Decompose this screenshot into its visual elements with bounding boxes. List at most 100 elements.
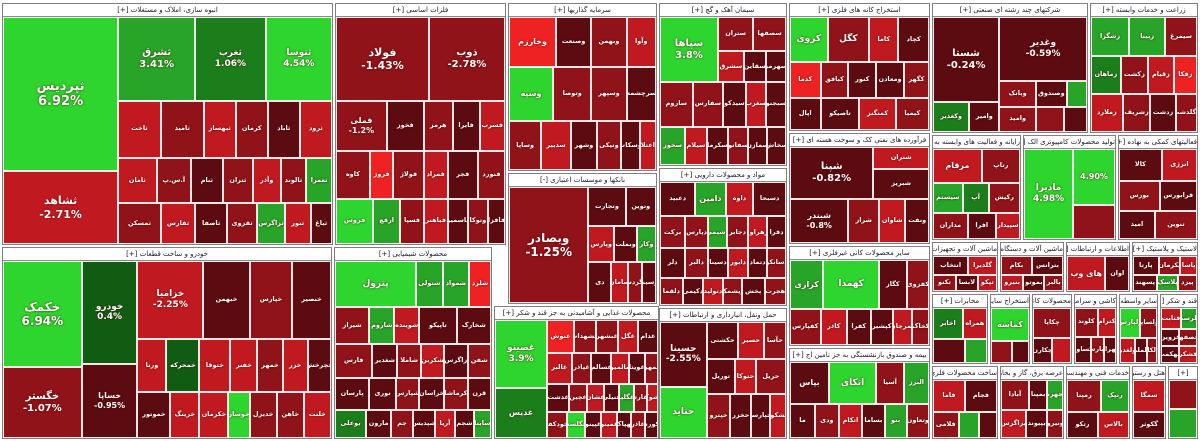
sector-header[interactable]: اطلاعات و ارتباطات [-] [1067,243,1129,256]
stock-tile[interactable] [1011,341,1029,363]
stock-tile[interactable]: کپشیر [870,309,893,345]
sector-header[interactable]: استخراج کانه های فلزی [+] [790,4,929,17]
sector-header[interactable]: خودرو و ساخت قطعات [+] [3,248,331,261]
stock-tile[interactable]: پترول [335,261,417,308]
stock-tile[interactable]: کلوند [1075,308,1098,337]
stock-tile[interactable]: ولکار [1146,338,1157,363]
sector-header[interactable]: سرمایه گذاریها [+] [509,4,656,17]
stock-tile[interactable]: زشگزا [1091,17,1130,57]
sector-header[interactable]: حمل ونقل، انبارداری و ارتباطات [+] [660,309,786,322]
stock-tile[interactable]: ارفع [373,198,401,244]
stock-tile[interactable]: وتعاون [906,403,929,438]
sector-header[interactable]: فرآورده های نفتی کک و سوخت هسته ای [+] [790,134,929,147]
stock-tile[interactable]: کگاز [878,260,907,310]
stock-tile[interactable]: غدیس [495,388,548,438]
stock-tile[interactable]: سقاین [743,50,766,83]
stock-tile[interactable]: کگهر [903,62,929,99]
stock-tile[interactable]: خراسان [419,377,445,410]
stock-tile[interactable]: خپارس [249,261,293,339]
stock-tile[interactable]: تاپیکو [419,307,457,345]
stock-tile[interactable] [1066,81,1087,107]
stock-tile[interactable]: ولغدر [1120,338,1135,363]
stock-tile[interactable]: کگل [827,17,870,63]
stock-tile[interactable]: بنو [884,403,907,438]
stock-tile[interactable]: 4.90% [1073,149,1115,205]
stock-tile[interactable]: خکمک 6.94% [3,261,82,368]
stock-tile[interactable]: دتولید [702,277,723,305]
sector-header[interactable]: سیمان آهک و گچ [+] [660,4,786,17]
stock-tile[interactable]: وتوکا [467,198,489,244]
stock-tile[interactable]: غگل [618,320,638,354]
stock-tile[interactable]: سغرب [745,82,766,127]
stock-tile[interactable]: سشرق [717,50,744,83]
stock-tile[interactable]: انرژی [1161,149,1197,182]
stock-tile[interactable]: غچین [569,383,588,413]
stock-tile[interactable]: ثامان [118,157,157,204]
stock-tile[interactable]: حپارسا [751,393,771,438]
stock-tile[interactable]: ثمسکن [118,203,161,244]
stock-tile[interactable]: رمپنا [1067,380,1102,412]
stock-tile[interactable]: زگلدشت [1175,94,1197,132]
stock-tile[interactable]: خودرو 0.4% [81,261,138,364]
stock-tile[interactable]: ومعادن [876,62,904,99]
stock-tile[interactable]: پکرمان [1158,256,1181,276]
stock-tile[interactable]: تکنو [933,275,957,291]
stock-tile[interactable]: ثزاگرس [257,203,285,244]
stock-tile[interactable]: خچرخش [307,338,331,392]
stock-tile[interactable]: کچاد [898,17,929,63]
stock-tile[interactable]: کهمدا [823,260,879,310]
stock-tile[interactable]: خفنر [230,338,258,392]
stock-tile[interactable]: ونفت [905,198,929,243]
stock-tile[interactable]: کفرا [846,309,871,345]
stock-tile[interactable]: ثنوسا 4.54% [265,17,332,101]
stock-tile[interactable]: ولپارس [1120,308,1141,339]
stock-tile[interactable]: وصنعت [556,17,592,68]
stock-tile[interactable]: البرز [903,362,929,404]
stock-tile[interactable]: ودی [815,403,839,438]
stock-tile[interactable]: ساروم [660,82,693,127]
stock-tile[interactable] [991,341,1012,363]
stock-tile[interactable]: شاملا [397,344,421,378]
sector-header[interactable]: فلزات اساسی [+] [336,4,505,17]
stock-tile[interactable]: ثعمرا [306,157,332,204]
stock-tile[interactable]: حریل [755,359,786,394]
stock-tile[interactable]: ثالوند [280,157,307,204]
stock-tile[interactable]: وسکاب [620,121,640,170]
stock-tile[interactable]: خلنت [303,391,331,438]
stock-tile[interactable]: وسینا [642,262,656,303]
stock-tile[interactable]: فاما [933,380,965,412]
sector-header[interactable]: [+] [1169,367,1197,380]
stock-tile[interactable]: غنوش [547,320,574,354]
stock-tile[interactable]: وکغدیر [933,102,970,132]
stock-tile[interactable]: حتاید [660,386,707,438]
stock-tile[interactable]: خودکفا [547,412,568,438]
stock-tile[interactable]: سیمرغ [1165,17,1197,57]
stock-tile[interactable]: تنوین [1154,211,1197,239]
stock-tile[interactable] [1073,204,1115,239]
stock-tile[interactable]: وسپه [509,67,554,122]
stock-tile[interactable]: خساپا -0.95% [81,363,138,438]
stock-tile[interactable]: وآوا [626,17,656,68]
stock-tile[interactable]: ساینا [473,409,491,438]
stock-tile[interactable]: های وب [1067,256,1106,291]
stock-tile[interactable]: وشهر [570,121,598,170]
sector-header[interactable]: ماشین آلات و تجهیزات [+] [933,243,997,256]
stock-tile[interactable]: غویتا [629,353,645,384]
stock-tile[interactable]: کترام [1097,308,1116,337]
stock-tile[interactable]: بورس [1119,181,1160,212]
stock-tile[interactable]: دجابر [726,216,749,249]
stock-tile[interactable]: غمینو [601,412,617,438]
stock-tile[interactable]: اعتلا [639,121,656,170]
stock-tile[interactable]: هجرت [764,277,786,305]
stock-tile[interactable] [965,338,987,363]
stock-tile[interactable]: وساپا [509,121,542,170]
stock-tile[interactable]: سخاش [767,126,786,165]
stock-tile[interactable]: شستا -0.24% [933,17,1000,103]
stock-tile[interactable]: خگستر -1.07% [3,367,82,438]
stock-tile[interactable]: شپارس [395,377,420,410]
stock-tile[interactable]: لابسا [956,275,978,291]
stock-tile[interactable]: وبملت [614,226,638,263]
sector-header[interactable]: بانکها و موسسات اعتباری [-] [509,174,656,187]
stock-tile[interactable]: آپ [962,183,989,213]
stock-tile[interactable]: وکار [637,226,656,263]
